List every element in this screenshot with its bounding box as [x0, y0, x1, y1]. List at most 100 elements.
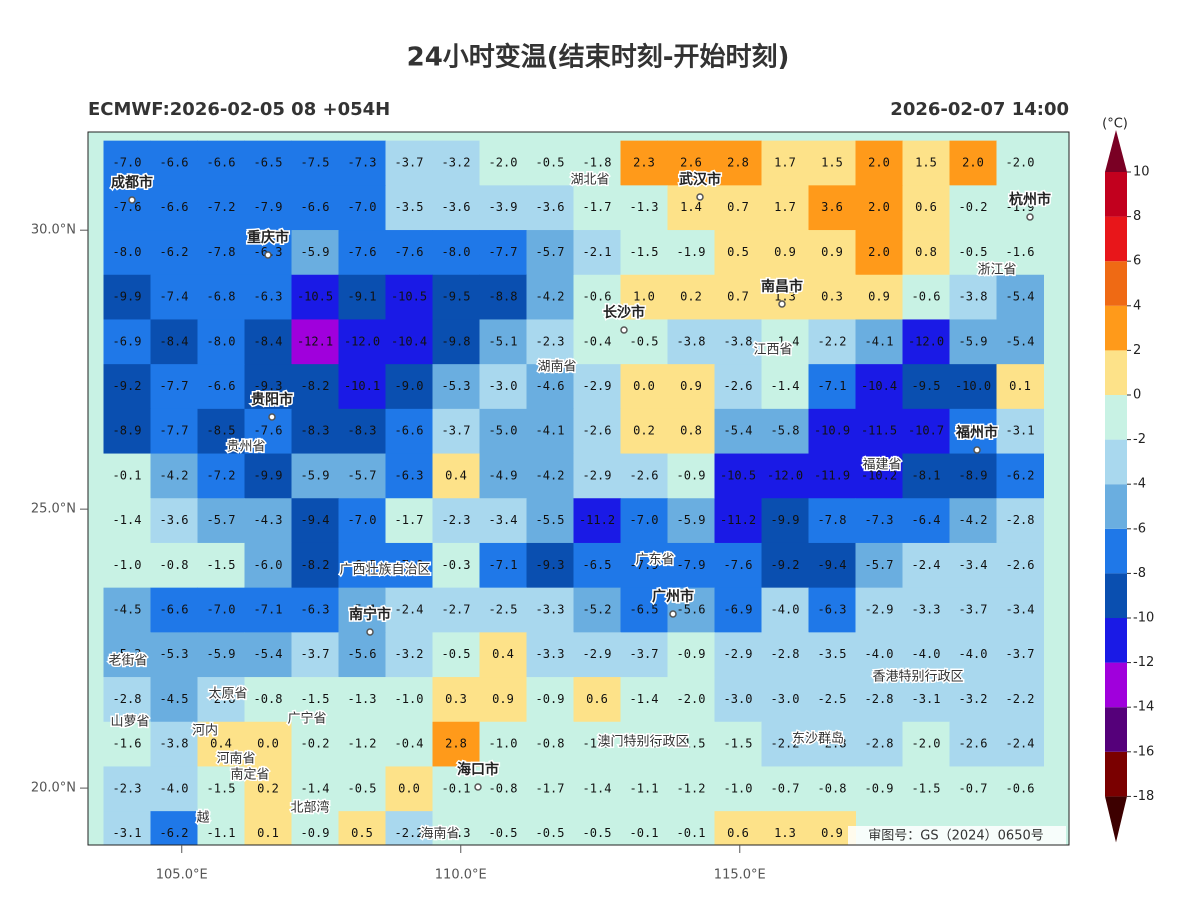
- field-cell: [996, 319, 1044, 365]
- place-label: 浙江省: [977, 263, 1016, 278]
- grid-value: -5.9: [207, 647, 236, 661]
- y-tick-label: 20.0°N: [31, 781, 76, 796]
- colorbar-label: -14: [1133, 700, 1154, 715]
- field-cell: [150, 230, 198, 276]
- grid-value: -5.3: [160, 647, 189, 661]
- field-cell: [197, 274, 245, 320]
- grid-value: -3.7: [442, 424, 471, 438]
- grid-value: -5.0: [489, 424, 518, 438]
- grid-value: -0.1: [677, 826, 706, 840]
- grid-value: -1.5: [677, 737, 706, 751]
- field-cell: [573, 185, 621, 231]
- grid-value: 1.7: [774, 156, 796, 170]
- colorbar-label: -8: [1133, 566, 1146, 581]
- grid-value: -1.5: [630, 245, 659, 259]
- grid-value: -2.8: [865, 692, 894, 706]
- grid-value: -9.3: [254, 379, 283, 393]
- field-cell: [667, 140, 715, 186]
- grid-value: -3.7: [959, 603, 988, 617]
- place-label: 杭州市: [1009, 191, 1051, 208]
- grid-value: -3.6: [442, 200, 471, 214]
- field-cell: [479, 811, 527, 845]
- grid-value: -3.1: [912, 692, 941, 706]
- field-cell: [808, 408, 856, 455]
- field-cell: [150, 274, 198, 320]
- grid-value: -0.5: [348, 781, 377, 795]
- grid-value: -9.9: [771, 513, 800, 527]
- grid-value: -0.2: [959, 200, 988, 214]
- grid-value: 0.4: [492, 647, 514, 661]
- subtitle-right: 2026-02-07 14:00: [890, 99, 1069, 120]
- field-cell: [996, 274, 1044, 320]
- grid-value: -9.3: [536, 558, 565, 572]
- grid-value: -2.6: [1006, 558, 1035, 572]
- field-cell: [385, 677, 433, 723]
- field-cell: [338, 587, 386, 633]
- place-label: 武汉市: [679, 171, 721, 188]
- grid-value: -5.1: [489, 334, 518, 348]
- field-cell: [150, 811, 198, 845]
- colorbar-unit: (°C): [1102, 117, 1128, 132]
- field-cell: [714, 274, 762, 320]
- grid-value: -2.5: [818, 692, 847, 706]
- field-cell: [291, 721, 339, 767]
- grid-value: -10.2: [861, 468, 897, 482]
- grid-value: -1.0: [113, 558, 142, 572]
- field-cell: [714, 408, 762, 455]
- field-cell: [996, 364, 1044, 410]
- field-cell: [855, 230, 903, 276]
- grid-value: -1.1: [630, 781, 659, 795]
- x-tick-label: 115.0°E: [714, 868, 766, 883]
- field-cell: [432, 498, 480, 544]
- grid-value: -0.5: [536, 156, 565, 170]
- grid-value: -5.3: [442, 379, 471, 393]
- field-cell: [855, 721, 903, 767]
- grid-value: 1.5: [915, 156, 937, 170]
- field-cell: [385, 498, 433, 544]
- field-cell: [996, 140, 1044, 186]
- field-cell: [338, 453, 386, 499]
- grid-value: 0.2: [633, 424, 655, 438]
- field-cell: [197, 542, 245, 589]
- grid-value: 0.3: [821, 290, 843, 304]
- field-cell: [714, 811, 762, 845]
- field-cell: [667, 677, 715, 723]
- grid-value: 0.5: [727, 245, 749, 259]
- field-cell: [714, 542, 762, 589]
- field-cell: [479, 587, 527, 633]
- grid-value: -3.8: [160, 737, 189, 751]
- field-cell: [385, 185, 433, 231]
- field-cell: [808, 230, 856, 276]
- field-cell: [949, 140, 997, 186]
- field-cell: [338, 274, 386, 320]
- field-cell: [432, 140, 480, 186]
- field-cell: [526, 453, 574, 499]
- grid-value: -2.1: [583, 245, 612, 259]
- grid-value: -4.5: [160, 692, 189, 706]
- field-cell: [197, 408, 245, 455]
- grid-value: -1.7: [395, 513, 424, 527]
- field-cell: [526, 721, 574, 767]
- field-cell: [103, 453, 151, 499]
- grid-value: -6.3: [301, 603, 330, 617]
- field-cell: [197, 811, 245, 845]
- field-cell: [479, 632, 527, 678]
- grid-value: -0.9: [865, 781, 894, 795]
- field-cell: [761, 498, 809, 544]
- grid-value: -1.4: [771, 379, 800, 393]
- grid-value: -2.9: [724, 647, 753, 661]
- grid-value: -2.8: [113, 692, 142, 706]
- grid-value: -1.2: [348, 737, 377, 751]
- grid-value: -2.0: [1006, 156, 1035, 170]
- field-cell: [902, 185, 950, 231]
- grid-value: -6.0: [254, 558, 283, 572]
- grid-value: -4.9: [489, 468, 518, 482]
- place-label: 南宁市: [349, 606, 391, 623]
- grid-value: -1.2: [583, 737, 612, 751]
- title: 24小时变温(结束时刻-开始时刻): [407, 42, 790, 73]
- field-cell: [855, 498, 903, 544]
- colorbar-label: 10: [1133, 165, 1150, 180]
- grid-value: -0.8: [160, 558, 189, 572]
- grid-value: -6.3: [254, 290, 283, 304]
- grid-value: -7.7: [160, 379, 189, 393]
